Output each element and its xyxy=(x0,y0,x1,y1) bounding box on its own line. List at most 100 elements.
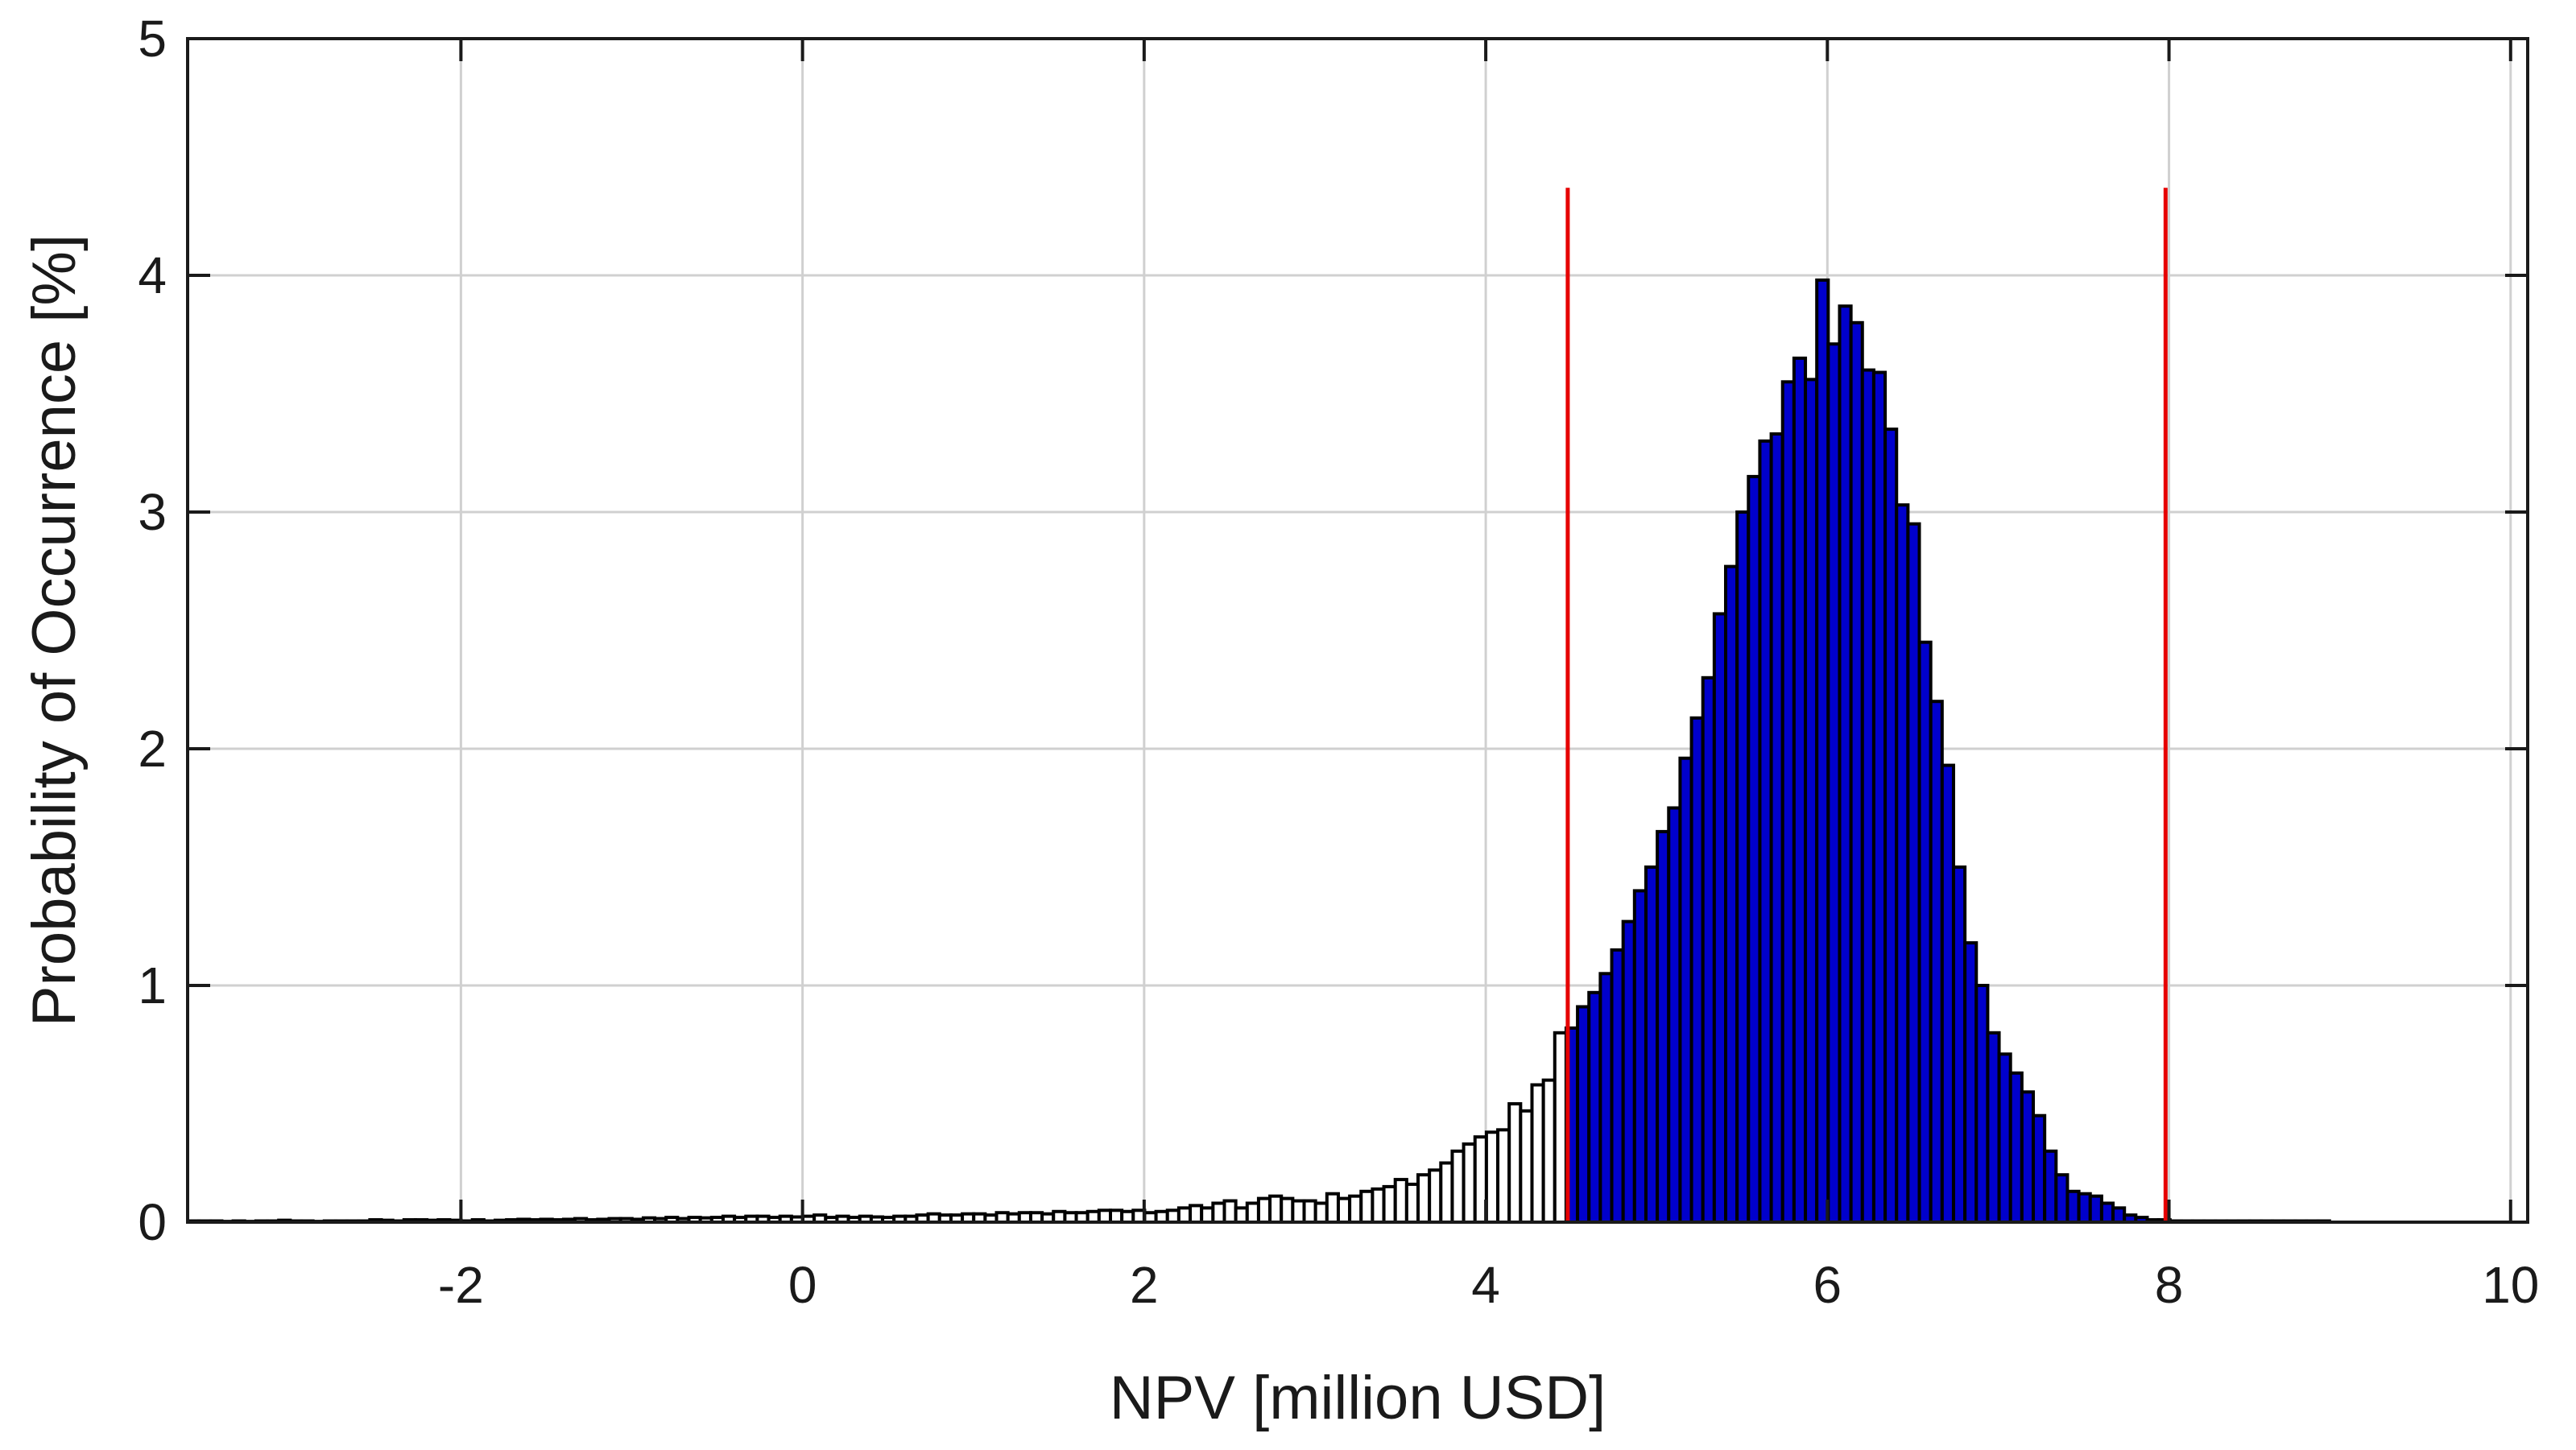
histogram-bar xyxy=(1621,919,1636,1224)
histogram-bar xyxy=(1348,1194,1363,1225)
histogram-bar xyxy=(1496,1128,1511,1224)
histogram-bar xyxy=(1359,1189,1375,1225)
histogram-bar xyxy=(1211,1201,1226,1224)
histogram-bar xyxy=(1097,1208,1113,1225)
x-tick-label: 0 xyxy=(788,1256,817,1314)
histogram-bar xyxy=(1598,972,1614,1225)
y-tick-label: 2 xyxy=(138,720,167,778)
histogram-bar xyxy=(1109,1208,1124,1225)
histogram-bar xyxy=(1302,1199,1317,1225)
histogram-bar xyxy=(1325,1192,1340,1224)
y-tick-label: 4 xyxy=(138,246,167,304)
x-tick-label: -2 xyxy=(438,1256,484,1314)
histogram-bar xyxy=(1450,1149,1466,1225)
x-tick-labels: -2 0 2 4 6 8 10 xyxy=(438,1256,2539,1314)
x-tick-label: 10 xyxy=(2482,1256,2539,1314)
marker-lines xyxy=(1565,188,2168,1222)
histogram-bar xyxy=(1541,1078,1557,1224)
histogram-bar xyxy=(1176,1206,1193,1224)
histogram-bar xyxy=(1871,370,1888,1224)
histogram-bar xyxy=(1404,1182,1420,1224)
histogram-bar xyxy=(1428,1168,1443,1224)
x-axis-title: NPV [million USD] xyxy=(1110,1364,1606,1432)
histogram-bar xyxy=(2111,1206,2127,1224)
histogram-bar xyxy=(1758,439,1773,1224)
histogram-bar xyxy=(2077,1192,2092,1224)
histogram-bar xyxy=(1895,503,1910,1224)
x-tick-label: 4 xyxy=(1471,1256,1500,1314)
histogram-bar xyxy=(1986,1031,2001,1225)
x-tick-label: 2 xyxy=(1130,1256,1159,1314)
y-tick-label: 1 xyxy=(138,956,167,1014)
histogram-bar xyxy=(1610,948,1625,1225)
histogram-bar xyxy=(1462,1142,1477,1224)
y-axis-title: Probability of Occurrence [%] xyxy=(20,234,89,1027)
histogram-bar xyxy=(1222,1199,1238,1225)
histogram-bar xyxy=(1963,941,1979,1224)
x-tick-label: 6 xyxy=(1813,1256,1842,1314)
histogram-bar xyxy=(1929,700,1944,1224)
histogram-bar xyxy=(1416,1173,1432,1224)
histogram-bar xyxy=(1256,1196,1272,1224)
histogram-bar xyxy=(1234,1206,1249,1224)
histogram-bar xyxy=(1587,990,1602,1224)
histogram-bar xyxy=(1940,763,1955,1224)
y-tick-labels: 0 1 2 3 4 5 xyxy=(138,10,167,1251)
histogram-bar xyxy=(1268,1194,1284,1225)
histogram-bar xyxy=(1336,1196,1352,1224)
histogram-bar xyxy=(1553,1031,1568,1225)
histogram-bar xyxy=(1769,432,1784,1224)
histogram-bar xyxy=(1747,474,1762,1224)
histogram-bar xyxy=(1701,675,1716,1224)
histogram-bar xyxy=(1906,522,1921,1224)
histogram-bar xyxy=(1838,304,1853,1225)
histogram-bar xyxy=(1507,1102,1523,1224)
histogram-bar xyxy=(2032,1113,2047,1224)
histogram-bar xyxy=(1780,380,1796,1224)
histogram-bar xyxy=(1576,1005,1591,1224)
histogram-bar xyxy=(1689,716,1705,1224)
histogram-bar xyxy=(1439,1161,1454,1224)
histogram-bar xyxy=(1484,1130,1500,1225)
y-tick-label: 3 xyxy=(138,483,167,541)
histogram-bar xyxy=(1951,865,1967,1224)
histogram-bar xyxy=(1724,564,1739,1224)
histogram-bar xyxy=(2088,1194,2103,1225)
histogram-bar xyxy=(1712,612,1728,1224)
histogram-bar xyxy=(1280,1196,1295,1224)
histogram-bar xyxy=(1917,640,1933,1224)
histogram-bar xyxy=(1849,320,1864,1224)
histogram-bar xyxy=(1860,368,1875,1225)
histogram-bar xyxy=(2020,1090,2036,1225)
histogram-bar xyxy=(1826,342,1842,1224)
histogram-bar xyxy=(1291,1199,1306,1225)
histogram-bar xyxy=(1632,889,1648,1225)
histogram-bar xyxy=(1313,1201,1329,1224)
histogram-bar xyxy=(1382,1184,1397,1225)
histogram-bar xyxy=(1644,865,1660,1224)
x-tick-label: 8 xyxy=(2155,1256,2184,1314)
histogram-bar xyxy=(2043,1149,2058,1225)
histogram-bar xyxy=(1883,428,1899,1224)
histogram-bar xyxy=(1804,378,1819,1224)
histogram-bar xyxy=(1530,1083,1545,1224)
plot-frame xyxy=(186,37,2529,1224)
plot-background xyxy=(188,39,2528,1222)
histogram-bar xyxy=(1735,510,1751,1224)
histogram-bar xyxy=(2065,1189,2081,1225)
histogram-bar xyxy=(1200,1206,1215,1224)
histogram-bar xyxy=(2054,1173,2069,1224)
histogram-bar xyxy=(1997,1052,2012,1225)
histogram-bar xyxy=(1371,1187,1386,1224)
histogram-bar xyxy=(1792,356,1808,1224)
histogram-bar xyxy=(1667,806,1682,1224)
histogram-bar xyxy=(1245,1201,1260,1224)
histogram-bar xyxy=(1393,1178,1408,1224)
histogram-bar xyxy=(1189,1204,1204,1225)
histogram-bar xyxy=(1678,756,1693,1224)
histogram-bar xyxy=(1974,984,1990,1224)
histogram-bar xyxy=(2008,1071,2024,1225)
histogram-bar xyxy=(1656,829,1671,1225)
histogram-bar xyxy=(2099,1201,2115,1224)
